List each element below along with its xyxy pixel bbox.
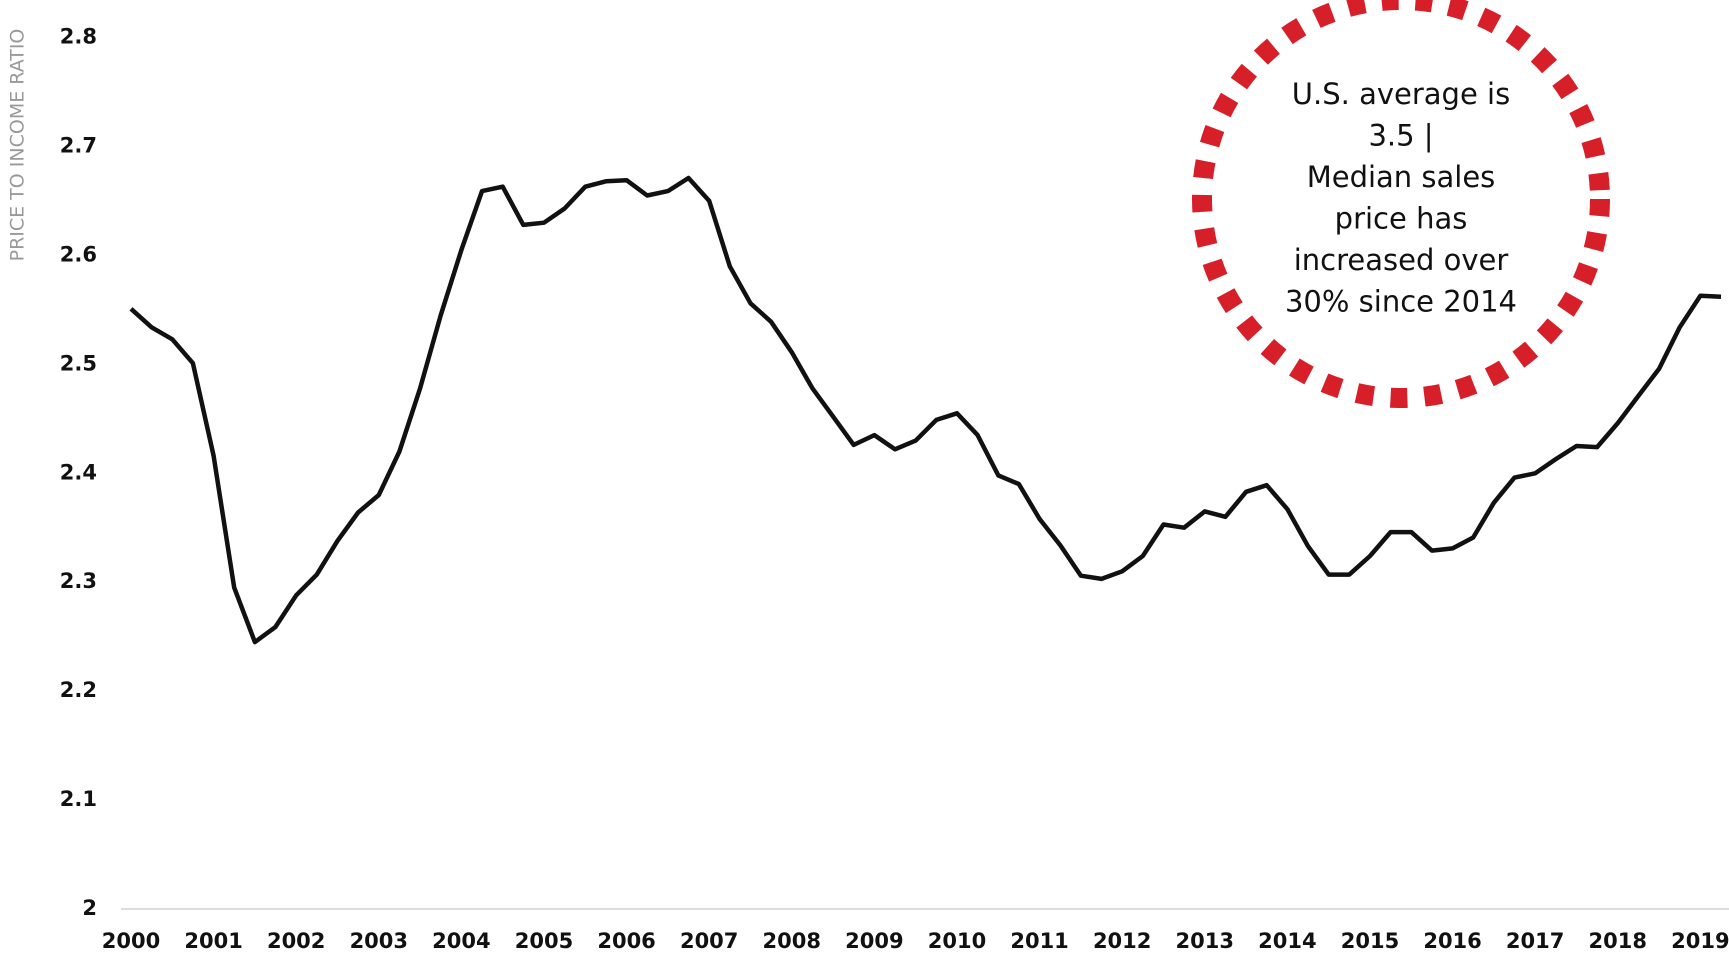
x-tick-label: 2011: [1010, 929, 1068, 953]
annotation-circle: [1192, 0, 1610, 408]
x-tick-label: 2001: [184, 929, 242, 953]
x-tick-label: 2004: [432, 929, 490, 953]
x-tick-label: 2008: [763, 929, 821, 953]
annotation-text: Median sales: [1307, 160, 1496, 194]
y-tick-label: 2.7: [60, 133, 97, 157]
annotation-text: 3.5 |: [1368, 119, 1433, 153]
x-tick-label: 2002: [267, 929, 325, 953]
x-tick-label: 2013: [1176, 929, 1234, 953]
y-axis-label: PRICE TO INCOME RATIO: [7, 29, 29, 262]
x-tick-label: 2010: [928, 929, 986, 953]
x-tick-label: 2012: [1093, 929, 1151, 953]
price-income-line: [129, 175, 1722, 645]
x-tick-label: 2017: [1506, 929, 1564, 953]
x-tick-label: 2005: [515, 929, 573, 953]
x-tick-label: 2018: [1589, 929, 1647, 953]
annotation-text: U.S. average is: [1292, 77, 1510, 111]
y-tick-label: 2.1: [60, 787, 97, 811]
y-tick-label: 2.3: [60, 569, 97, 593]
y-tick-label: 2.4: [60, 460, 97, 484]
x-tick-label: 2015: [1341, 929, 1399, 953]
x-tick-label: 2006: [597, 929, 655, 953]
x-tick-label: 2014: [1258, 929, 1316, 953]
y-tick-label: 2.8: [60, 25, 97, 49]
x-tick-label: 2003: [350, 929, 408, 953]
annotation-text: increased over: [1294, 243, 1509, 277]
y-tick-label: 2: [82, 896, 97, 920]
x-tick-label: 2007: [680, 929, 738, 953]
y-tick-label: 2.6: [60, 242, 97, 266]
x-tick-label: 2019: [1671, 929, 1729, 953]
x-tick-label: 2016: [1423, 929, 1481, 953]
y-tick-label: 2.5: [60, 351, 97, 375]
x-tick-label: 2009: [845, 929, 903, 953]
annotation-text: price has: [1335, 202, 1468, 236]
y-tick-label: 2.2: [60, 678, 97, 702]
annotation-text: 30% since 2014: [1285, 285, 1517, 319]
x-tick-label: 2000: [102, 929, 160, 953]
